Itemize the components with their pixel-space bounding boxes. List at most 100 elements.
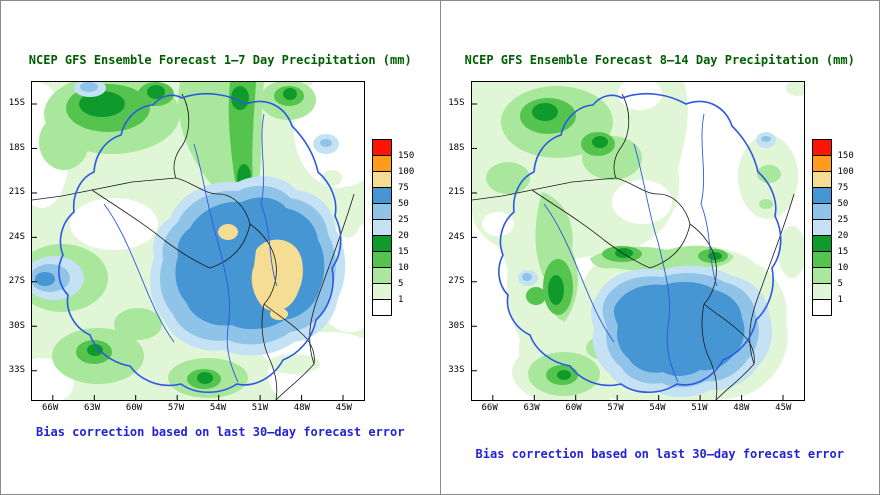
lon-label: 57W <box>167 403 185 413</box>
legend-value: 100 <box>398 167 415 177</box>
legend-entry: 5 <box>811 267 843 289</box>
legend-entry: 10 <box>372 251 409 273</box>
legend-color-swatch <box>811 267 832 284</box>
legend-value: 20 <box>837 231 849 241</box>
legend-color-swatch <box>372 155 392 172</box>
lat-label: 27S <box>8 276 25 286</box>
legend-entry: 100 <box>811 155 854 177</box>
lat-label: 24S <box>8 231 25 242</box>
legend-value: 150 <box>837 151 854 161</box>
rain-shading-day8-14 <box>471 82 804 400</box>
legend-color-swatch <box>811 203 832 220</box>
lat-label: 18S <box>8 142 25 153</box>
precip-legend: 150 100 75 50 25 20 15 10 <box>811 139 854 316</box>
legend-value: 5 <box>398 279 404 289</box>
lon-label: 48W <box>293 403 310 413</box>
lon-label: 63W <box>523 403 540 413</box>
legend-color-swatch <box>811 235 832 252</box>
forecast-panel-day8-14: NCEP GFS Ensemble Forecast 8–14 Day Prec… <box>439 1 879 494</box>
legend-entry: 50 <box>811 187 848 209</box>
legend-color-swatch <box>811 251 832 268</box>
legend-entry: 20 <box>372 219 409 241</box>
legend-entry: 25 <box>811 203 848 225</box>
lon-label: 66W <box>481 403 498 413</box>
legend-value: 5 <box>837 279 843 289</box>
lat-axis: 15S 18S 21S 24S 27S 30S 33S <box>1 81 28 399</box>
lon-label: 63W <box>83 403 101 413</box>
legend-entry: 5 <box>372 267 403 289</box>
lon-label: 60W <box>125 403 143 413</box>
legend-color-swatch <box>372 251 392 268</box>
lat-label: 15S <box>448 98 465 108</box>
lat-label: 30S <box>448 320 465 331</box>
lat-label: 21S <box>448 187 465 197</box>
legend-color-swatch <box>811 187 832 204</box>
legend-entry: 50 <box>372 187 409 209</box>
legend-value: 50 <box>837 199 849 209</box>
legend-value: 75 <box>398 183 409 193</box>
legend-color-swatch <box>811 283 832 300</box>
legend-value: 75 <box>837 183 849 193</box>
legend-entry: 100 <box>372 155 414 177</box>
legend-value: 15 <box>837 247 849 257</box>
legend-value: 1 <box>837 295 843 305</box>
legend-value: 20 <box>398 231 409 241</box>
lon-axis: 66W 63W 60W 57W 54W 51W 48W 45W <box>471 403 803 413</box>
rain-shading-day1-7 <box>32 82 364 400</box>
lon-label: 57W <box>607 403 624 413</box>
legend-color-swatch <box>811 139 832 156</box>
lon-label: 45W <box>335 403 352 413</box>
legend-entry: 20 <box>811 219 848 241</box>
legend-color-swatch <box>811 299 832 316</box>
lat-axis: 15S 18S 21S 24S 27S 30S 33S <box>441 81 468 399</box>
bias-caption: Bias correction based on last 30–day for… <box>475 447 844 461</box>
legend-value: 100 <box>837 167 854 177</box>
legend-color-swatch <box>372 187 392 204</box>
lat-label: 33S <box>448 365 465 375</box>
legend-color-swatch <box>372 171 392 188</box>
legend-entry: 150 <box>372 139 414 161</box>
legend-value: 10 <box>398 263 409 273</box>
legend-color-swatch <box>811 219 832 236</box>
legend-value: 25 <box>398 215 409 225</box>
panel-title-main: NCEP GFS Ensemble Forecast 1–7 Day Preci… <box>28 53 412 67</box>
legend-entry <box>372 299 392 316</box>
legend-value: 1 <box>398 295 404 305</box>
legend-color-swatch <box>372 299 392 316</box>
legend-color-swatch <box>811 155 832 172</box>
lat-label: 18S <box>448 142 465 153</box>
legend-entry <box>811 299 832 316</box>
forecast-panel-day1-7: NCEP GFS Ensemble Forecast 1–7 Day Preci… <box>1 1 440 494</box>
lon-label: 51W <box>691 403 708 413</box>
map-plot-day1-7 <box>31 81 365 401</box>
legend-color-swatch <box>372 267 392 284</box>
lon-label: 66W <box>42 403 59 413</box>
legend-entry: 150 <box>811 139 854 161</box>
panel-title-main: NCEP GFS Ensemble Forecast 8–14 Day Prec… <box>464 53 855 67</box>
legend-entry: 75 <box>811 171 848 193</box>
legend-value: 15 <box>398 247 409 257</box>
lon-label: 51W <box>251 403 269 413</box>
lat-label: 33S <box>8 365 25 375</box>
lon-label: 54W <box>649 403 666 413</box>
legend-color-swatch <box>372 283 392 300</box>
legend-color-swatch <box>811 171 832 188</box>
legend-entry: 1 <box>811 283 843 305</box>
lon-label: 60W <box>565 403 582 413</box>
legend-entry: 1 <box>372 283 403 305</box>
lat-label: 21S <box>8 187 25 197</box>
legend-color-swatch <box>372 139 392 156</box>
precip-map-day1-7 <box>32 82 364 400</box>
legend-color-swatch <box>372 235 392 252</box>
legend-value: 150 <box>398 151 415 161</box>
legend-color-swatch <box>372 219 392 236</box>
lat-label: 15S <box>8 98 25 108</box>
legend-value: 10 <box>837 263 849 273</box>
lat-label: 30S <box>8 320 25 331</box>
legend-value: 25 <box>837 215 849 225</box>
map-plot-day8-14 <box>470 81 805 401</box>
lon-axis: 66W 63W 60W 57W 54W 51W 48W 45W <box>31 403 363 413</box>
bias-caption: Bias correction based on last 30–day for… <box>36 425 405 439</box>
legend-value: 50 <box>398 199 409 209</box>
